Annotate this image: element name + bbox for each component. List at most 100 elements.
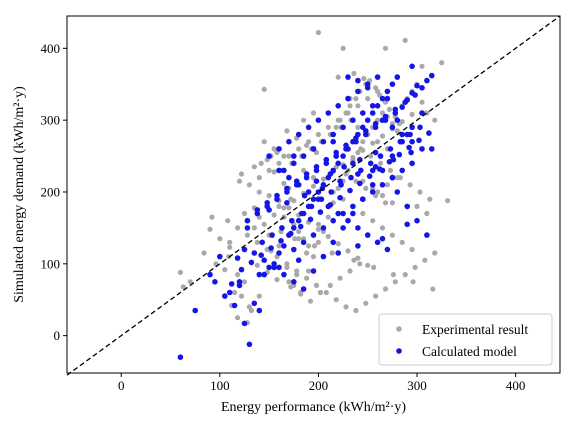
point-calculated (300, 153, 307, 159)
point-experimental (235, 225, 241, 231)
point-calculated (310, 268, 317, 274)
point-experimental (294, 272, 300, 278)
point-calculated (374, 74, 381, 80)
point-calculated (429, 72, 435, 79)
point-experimental (329, 250, 335, 256)
point-calculated (212, 279, 218, 285)
point-experimental (238, 293, 245, 299)
point-calculated (340, 124, 346, 131)
legend-marker-experimental (396, 326, 402, 332)
point-calculated (379, 95, 386, 102)
point-experimental (379, 110, 386, 116)
point-experimental (313, 282, 320, 288)
point-experimental (180, 284, 186, 290)
point-experimental (382, 200, 389, 206)
point-calculated (372, 164, 379, 170)
point-experimental (294, 268, 300, 274)
point-experimental (261, 86, 267, 92)
point-calculated (419, 146, 425, 152)
point-experimental (315, 226, 321, 232)
point-calculated (315, 196, 322, 202)
point-calculated (357, 180, 363, 187)
point-experimental (307, 298, 314, 304)
point-calculated (355, 88, 361, 95)
point-experimental (347, 268, 353, 274)
point-experimental (407, 182, 413, 188)
point-experimental (244, 232, 250, 238)
point-experimental (390, 272, 396, 278)
point-calculated (323, 160, 330, 167)
point-calculated (350, 117, 356, 123)
point-calculated (363, 131, 369, 138)
y-tick-label: 200 (41, 184, 61, 199)
point-calculated (337, 194, 343, 201)
point-calculated (276, 146, 282, 152)
point-experimental (384, 182, 390, 188)
point-calculated (259, 239, 266, 246)
point-calculated (337, 178, 343, 184)
point-experimental (301, 167, 307, 173)
point-calculated (364, 117, 371, 123)
point-calculated (251, 250, 258, 256)
point-experimental (284, 264, 290, 270)
point-calculated (276, 167, 282, 174)
point-experimental (266, 167, 272, 173)
point-experimental (430, 286, 436, 292)
point-calculated (281, 167, 287, 174)
point-calculated (335, 250, 342, 256)
point-calculated (303, 174, 310, 181)
point-experimental (397, 175, 403, 181)
point-calculated (369, 110, 376, 116)
point-calculated (291, 246, 297, 253)
point-calculated (335, 103, 342, 109)
point-calculated (291, 153, 297, 159)
point-calculated (367, 160, 374, 167)
point-experimental (304, 250, 310, 256)
point-experimental (320, 176, 326, 182)
point-experimental (382, 286, 389, 292)
point-experimental (345, 110, 351, 116)
point-calculated (310, 232, 317, 238)
point-experimental (225, 218, 231, 224)
point-calculated (406, 144, 412, 151)
point-calculated (396, 151, 403, 158)
point-calculated (298, 210, 305, 217)
legend-marker-calculated (396, 348, 402, 354)
point-experimental (355, 149, 361, 156)
point-calculated (409, 160, 415, 167)
point-calculated (364, 232, 371, 238)
point-experimental (327, 282, 333, 288)
point-experimental (304, 275, 310, 281)
point-experimental (251, 225, 257, 231)
point-calculated (300, 239, 307, 246)
point-calculated (404, 131, 411, 138)
point-calculated (350, 210, 356, 217)
point-experimental (227, 239, 233, 245)
point-calculated (291, 279, 297, 285)
point-experimental (365, 96, 371, 102)
point-experimental (232, 289, 238, 296)
point-experimental (373, 293, 379, 299)
point-calculated (305, 124, 312, 131)
point-experimental (445, 198, 451, 204)
point-calculated (345, 95, 351, 102)
point-calculated (310, 196, 317, 202)
point-calculated (286, 174, 292, 181)
point-calculated (284, 200, 290, 206)
point-experimental (399, 239, 405, 245)
points-layer (177, 29, 451, 361)
point-calculated (384, 88, 391, 95)
point-calculated (328, 189, 335, 195)
point-experimental (343, 304, 349, 310)
point-experimental (360, 139, 366, 145)
point-calculated (248, 259, 255, 266)
point-calculated (374, 103, 381, 109)
point-experimental (335, 117, 341, 123)
x-tick-label: 200 (309, 378, 329, 393)
x-axis-title: Energy performance (kWh/m²·y) (221, 400, 406, 415)
point-calculated (390, 156, 397, 163)
point-experimental (387, 167, 393, 173)
point-experimental (292, 236, 298, 242)
point-calculated (374, 239, 381, 246)
